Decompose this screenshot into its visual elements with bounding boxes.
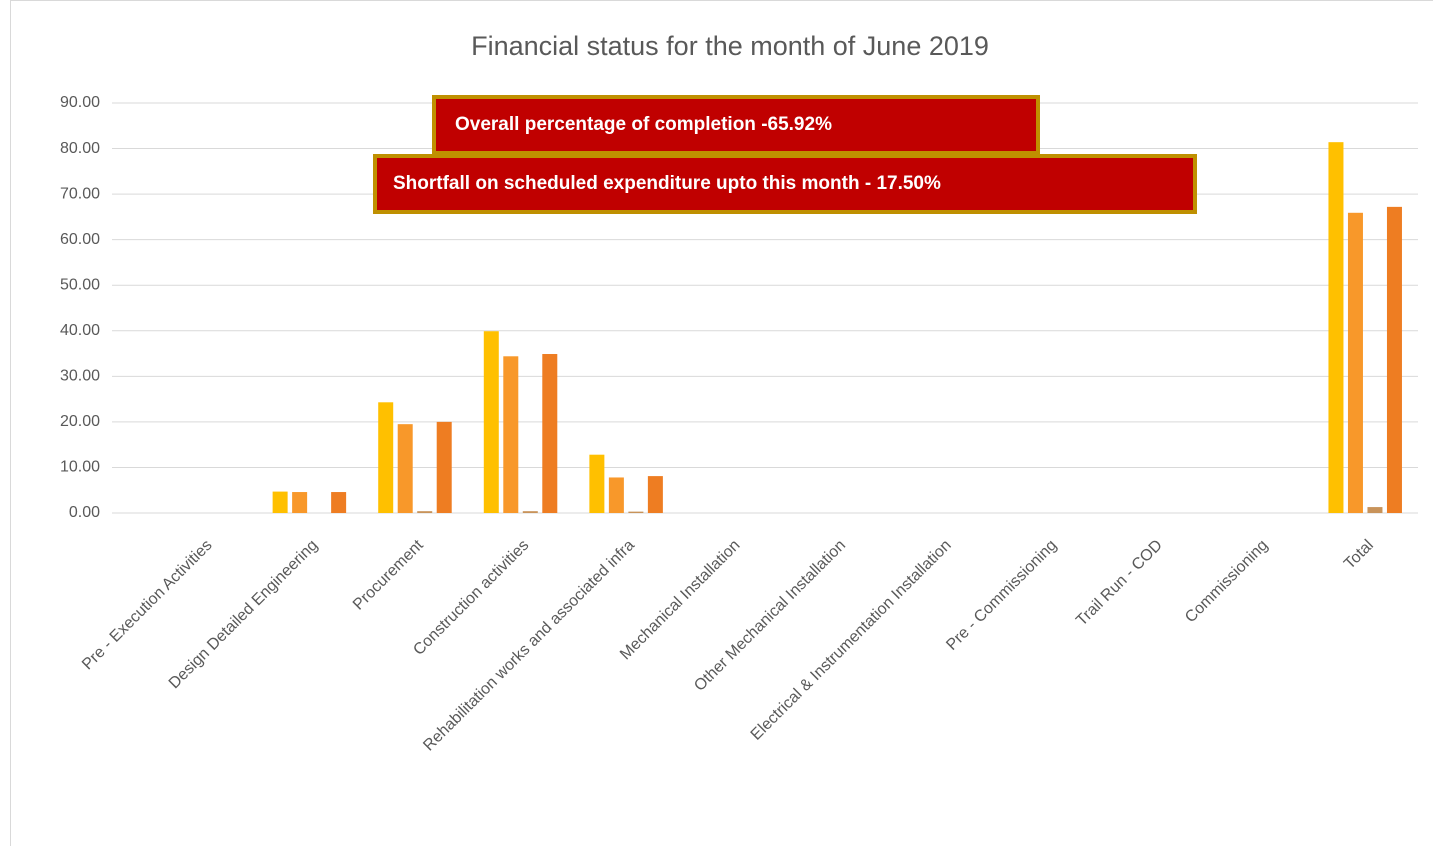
y-tick-label: 30.00 <box>60 368 100 385</box>
y-tick-label: 80.00 <box>60 140 100 157</box>
y-tick-label: 70.00 <box>60 185 100 202</box>
bar <box>397 424 413 513</box>
bar <box>483 331 499 513</box>
bar <box>589 454 605 513</box>
bar <box>1347 212 1363 514</box>
bar <box>292 492 308 513</box>
bar <box>272 491 288 513</box>
annotation: Overall percentage of completion -65.92% <box>455 114 832 135</box>
y-tick-label: 0.00 <box>69 504 100 521</box>
annotation: Shortfall on scheduled expenditure upto … <box>393 173 941 194</box>
annotation-box <box>373 154 1197 214</box>
bar <box>647 476 663 513</box>
bar <box>1386 206 1402 513</box>
bar <box>417 511 433 513</box>
bar <box>436 421 452 513</box>
bar <box>1367 507 1383 513</box>
bar <box>522 511 538 513</box>
chart-title: Financial status for the month of June 2… <box>471 31 989 61</box>
bar <box>542 354 558 513</box>
y-tick-label: 40.00 <box>60 322 100 339</box>
y-tick-label: 60.00 <box>60 231 100 248</box>
y-tick-label: 50.00 <box>60 276 100 293</box>
y-tick-label: 20.00 <box>60 413 100 430</box>
bar <box>608 477 624 513</box>
bar <box>1328 142 1344 513</box>
bar <box>503 356 519 513</box>
y-tick-label: 90.00 <box>60 94 100 111</box>
bar <box>331 492 347 513</box>
bar <box>628 511 644 513</box>
annotation-box <box>432 95 1040 155</box>
bar <box>378 402 394 513</box>
y-tick-label: 10.00 <box>60 459 100 476</box>
